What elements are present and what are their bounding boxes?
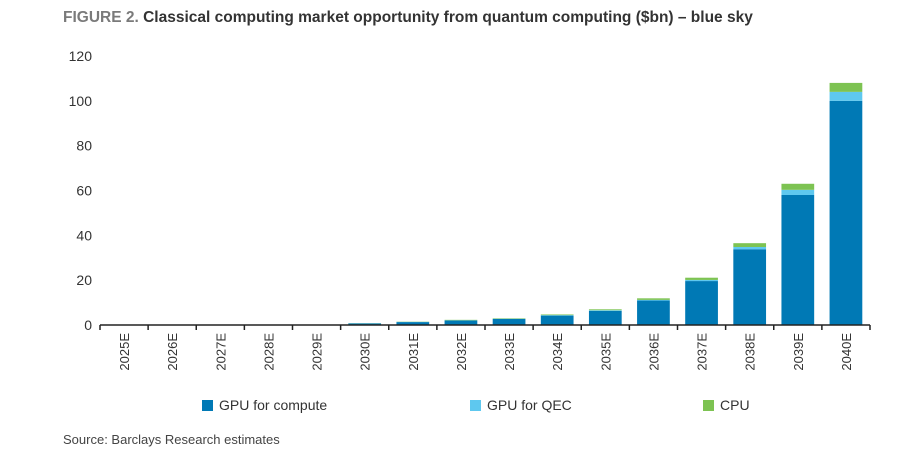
y-tick-label: 100 [69,93,93,109]
x-tick-label: 2036E [646,333,661,371]
legend-swatch [703,399,714,411]
y-tick-label: 40 [76,227,92,243]
bar-gpu-for-compute [829,100,863,325]
legend-label: GPU for QEC [487,397,572,413]
bar-cpu [829,82,863,92]
bar-gpu-for-compute [348,323,382,325]
y-tick-label: 20 [76,272,92,288]
bar-gpu-for-qec [781,189,815,195]
chart-title: FIGURE 2. Classical computing market opp… [63,9,753,26]
x-tick-label: 2027E [213,333,228,371]
y-tick-label: 60 [76,183,92,199]
bar-cpu [685,277,718,280]
source-note: Source: Barclays Research estimates [63,432,280,447]
bar-gpu-for-qec [829,91,863,101]
bar-cpu [637,298,670,300]
x-tick-label: 2033E [502,333,517,371]
bar-gpu-for-qec [637,299,670,301]
bar-cpu [733,243,767,247]
legend-item: CPU [703,397,750,413]
bar-gpu-for-compute [396,322,430,325]
bar-gpu-for-qec [588,310,622,311]
y-tick-label: 0 [84,317,92,333]
legend-swatch [202,399,213,411]
x-tick-label: 2040E [839,333,854,371]
bar-cpu [588,309,622,311]
legend-swatch [470,399,481,411]
x-tick-label: 2037E [695,333,710,371]
bar-gpu-for-compute [637,300,670,325]
bar-gpu-for-compute [781,194,815,325]
bar-gpu-for-compute [540,315,574,325]
x-tick-label: 2039E [791,333,806,371]
x-tick-label: 2029E [310,333,325,371]
x-tick-label: 2038E [743,333,758,371]
x-tick-label: 2028E [261,333,276,371]
x-tick-label: 2035E [598,333,613,371]
y-tick-label: 120 [69,48,93,64]
x-tick-label: 2025E [117,333,132,371]
x-tick-label: 2032E [454,333,469,371]
bar-gpu-for-compute [733,249,767,325]
legend-item: GPU for compute [202,397,327,413]
bar-cpu [781,183,815,190]
legend-label: CPU [720,397,750,413]
bar-gpu-for-qec [733,246,767,250]
x-tick-label: 2026E [165,333,180,371]
bar-cpu [540,314,574,316]
y-tick-label: 80 [76,138,92,154]
x-tick-label: 2034E [550,333,565,371]
legend-item: GPU for QEC [470,397,572,413]
x-tick-label: 2031E [406,333,421,371]
bar-gpu-for-compute [588,310,622,325]
bar-gpu-for-qec [685,279,718,282]
legend-label: GPU for compute [219,397,328,413]
bar-gpu-for-compute [444,320,478,325]
x-tick-label: 2030E [358,333,373,371]
bar-gpu-for-compute [492,318,526,325]
bar-gpu-for-compute [685,281,718,325]
